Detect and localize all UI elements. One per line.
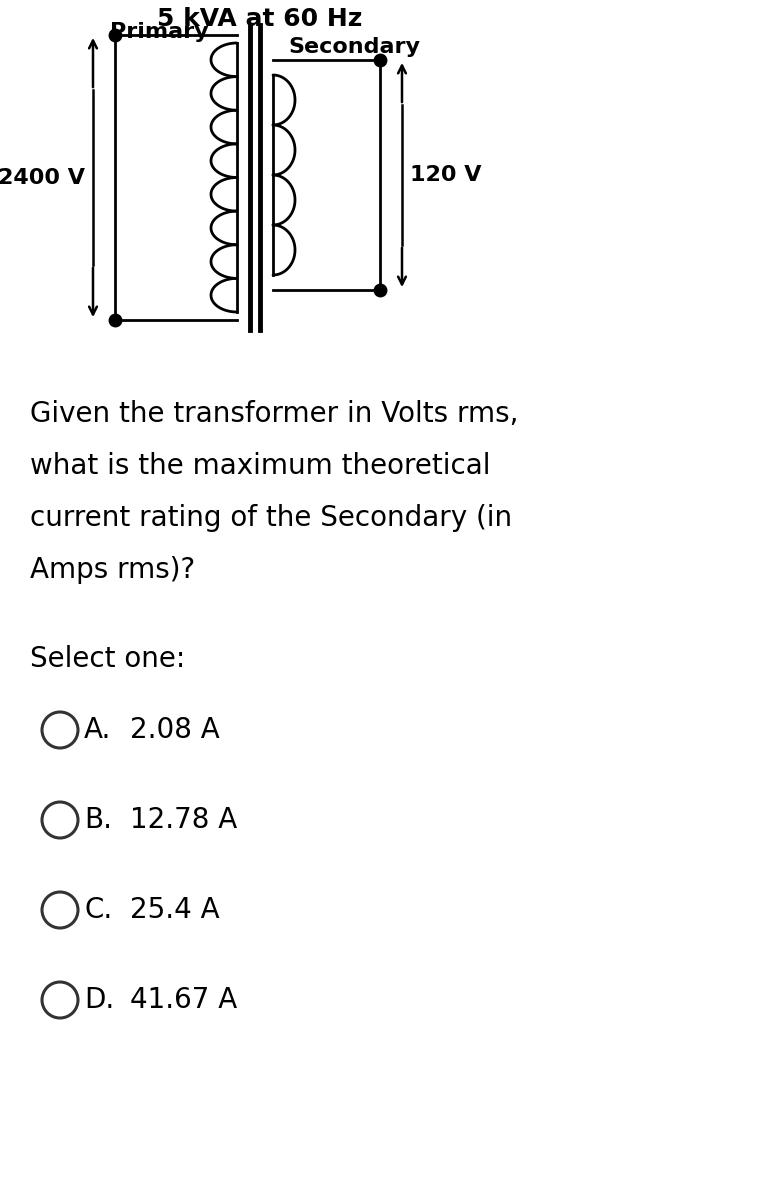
Text: Select one:: Select one:	[30, 646, 186, 673]
Text: Primary: Primary	[110, 22, 208, 42]
Text: 12.78 A: 12.78 A	[130, 806, 237, 834]
Text: A.: A.	[84, 716, 111, 744]
Text: 2.08 A: 2.08 A	[130, 716, 220, 744]
Text: 41.67 A: 41.67 A	[130, 986, 237, 1014]
Text: D.: D.	[84, 986, 114, 1014]
Text: C.: C.	[84, 896, 112, 924]
Text: Secondary: Secondary	[288, 37, 420, 56]
Text: 5 kVA at 60 Hz: 5 kVA at 60 Hz	[157, 7, 363, 31]
Text: 120 V: 120 V	[410, 164, 482, 185]
Text: 2400 V: 2400 V	[0, 168, 85, 187]
Text: 25.4 A: 25.4 A	[130, 896, 219, 924]
Text: Amps rms)?: Amps rms)?	[30, 556, 195, 584]
Text: what is the maximum theoretical: what is the maximum theoretical	[30, 452, 490, 480]
Text: Given the transformer in Volts rms,: Given the transformer in Volts rms,	[30, 400, 518, 428]
Text: current rating of the Secondary (in: current rating of the Secondary (in	[30, 504, 512, 532]
Text: B.: B.	[84, 806, 112, 834]
